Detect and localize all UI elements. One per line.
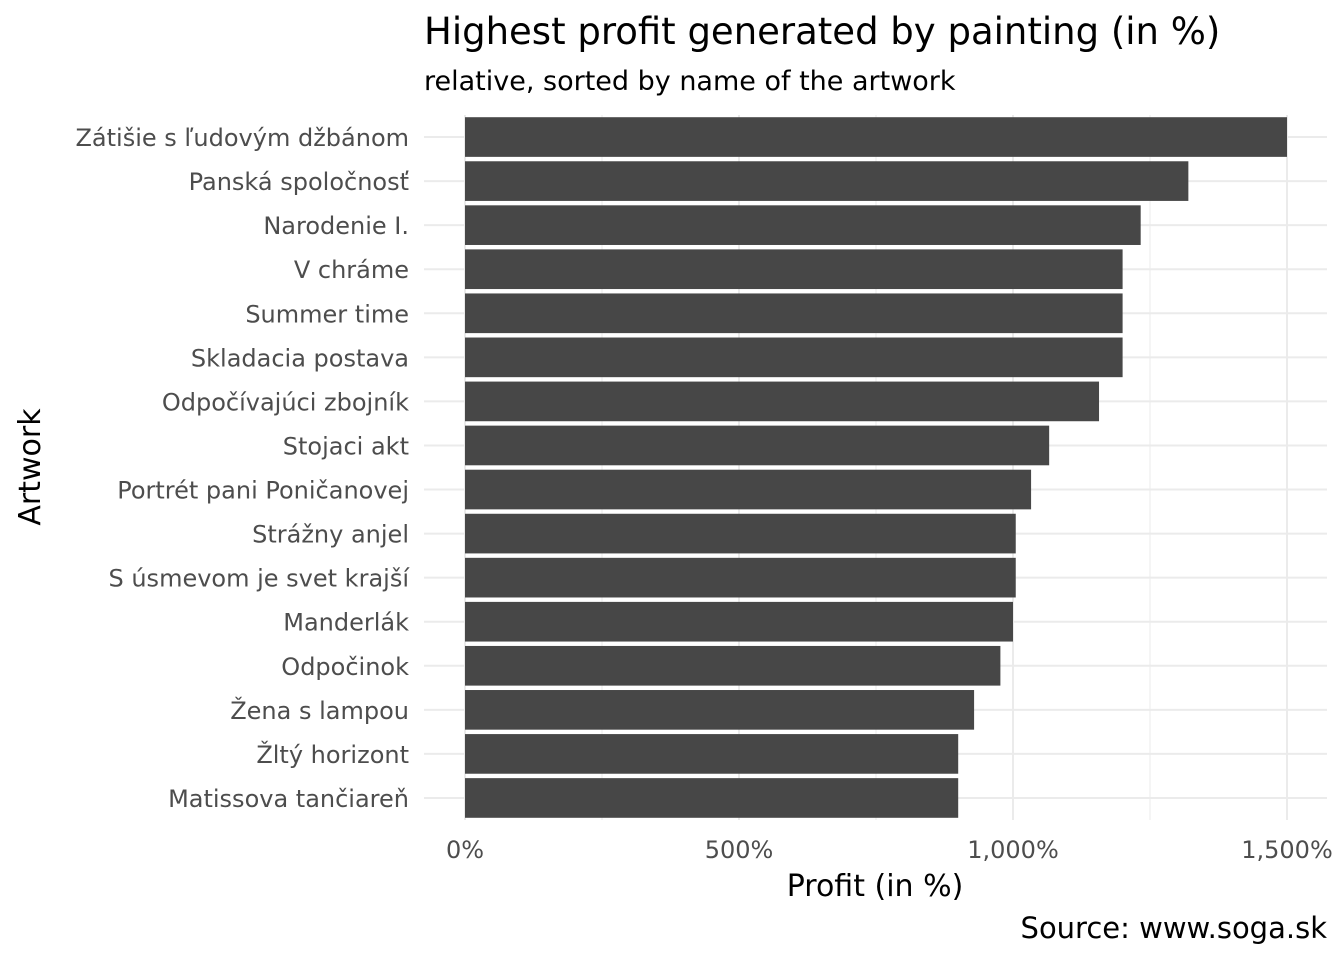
y-tick-label: Žltý horizont [256, 740, 409, 769]
bar [465, 249, 1123, 290]
chart-subtitle: relative, sorted by name of the artwork [424, 66, 956, 97]
bar [465, 117, 1287, 157]
bars [465, 117, 1287, 818]
bar [465, 161, 1189, 201]
bar [465, 293, 1123, 334]
x-tick-label: 1,000% [967, 836, 1059, 864]
bar [465, 513, 1016, 554]
bar [465, 645, 1001, 686]
bar [465, 778, 959, 818]
y-tick-label: V chráme [294, 256, 409, 284]
y-tick-label: Panská spoločnosť [189, 168, 409, 196]
x-tick-label: 500% [705, 836, 774, 864]
y-tick-label: Strážny anjel [252, 521, 409, 549]
y-tick-label: Žena s lampou [230, 696, 409, 725]
y-tick-label: S úsmevom je svet krajší [108, 565, 410, 593]
y-tick-label: Manderlák [283, 609, 409, 637]
y-tick-label: Matissova tančiareň [168, 785, 409, 813]
y-tick-label: Zátišie s ľudovým džbánom [75, 124, 409, 152]
y-tick-label: Portrét pani Poničanovej [117, 477, 409, 505]
y-tick-label: Odpočívajúci zbojník [162, 388, 409, 416]
bar [465, 425, 1050, 466]
bar [465, 337, 1123, 378]
bar [465, 734, 959, 774]
y-tick-label: Odpočinok [281, 653, 409, 681]
bar [465, 690, 975, 730]
chart-caption: Source: www.soga.sk [1021, 911, 1328, 945]
x-axis-label: Profit (in %) [787, 869, 964, 904]
x-axis-ticks: 0% 500% 1,000% 1,500% [446, 836, 1333, 864]
y-axis-label: Artwork [13, 408, 48, 526]
y-tick-label: Stojaci akt [283, 432, 409, 460]
bar [465, 205, 1141, 245]
bar [465, 469, 1032, 510]
bar [465, 601, 1013, 642]
y-axis-ticks: Zátišie s ľudovým džbánom Panská spoločno… [75, 124, 410, 813]
chart-title: Highest profit generated by painting (in… [424, 10, 1220, 53]
y-tick-label: Summer time [245, 300, 409, 328]
y-tick-label: Skladacia postava [191, 344, 409, 372]
x-tick-label: 1,500% [1241, 836, 1333, 864]
bar [465, 557, 1016, 598]
bar [465, 381, 1100, 422]
x-tick-label: 0% [446, 836, 484, 864]
y-tick-label: Narodenie I. [263, 212, 409, 240]
